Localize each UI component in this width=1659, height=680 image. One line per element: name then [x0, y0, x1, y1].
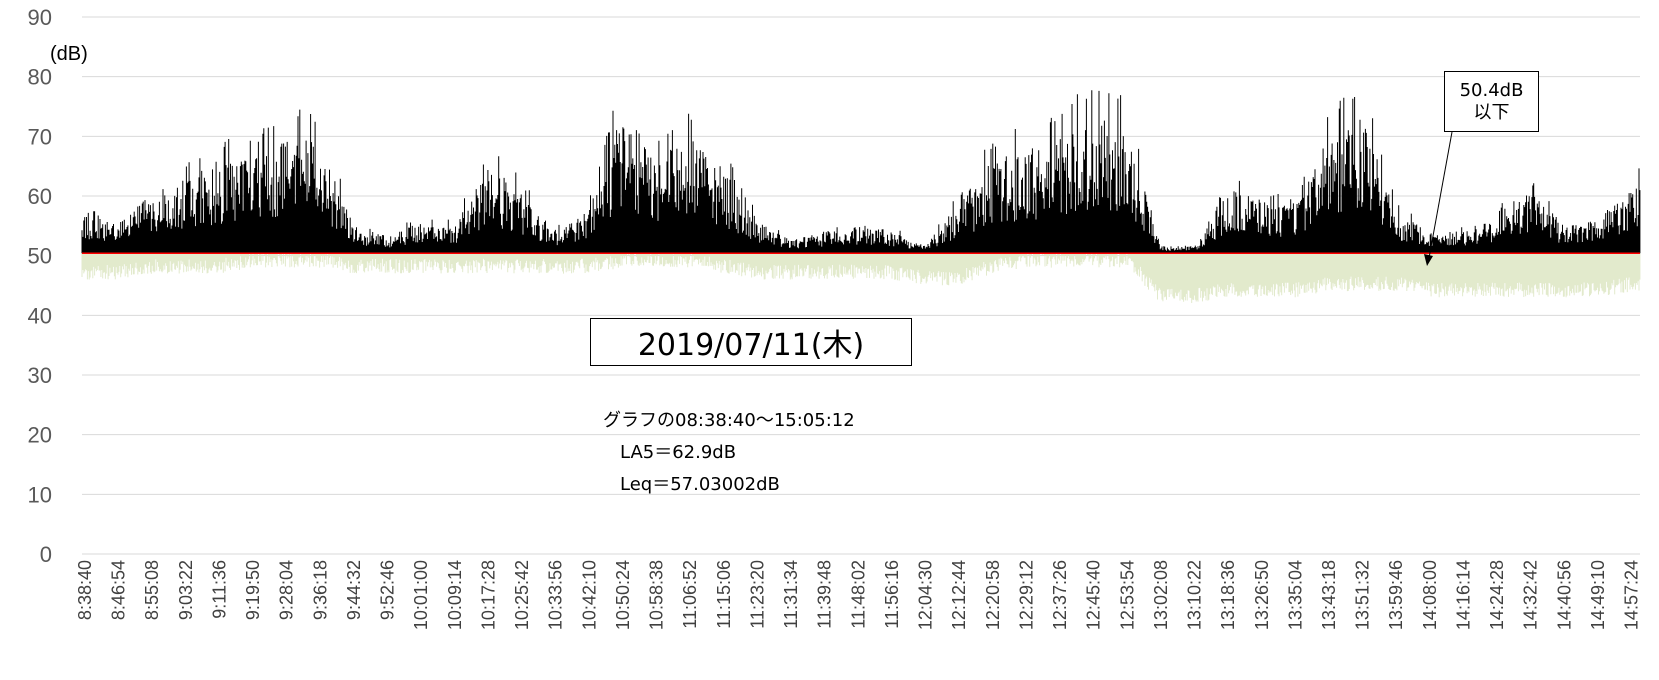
- x-tick-label-36: 13:35:04: [1285, 560, 1305, 630]
- x-tick-label-34: 13:18:36: [1218, 560, 1238, 630]
- above-threshold-series: [81, 90, 1641, 254]
- x-axis-tick-labels: 8:38:40 8:46:54 8:55:08 9:03:22 9:11:36 9:19:…: [75, 560, 1642, 630]
- x-tick-label-37: 13:43:18: [1319, 560, 1339, 630]
- x-tick-label-39: 13:59:46: [1386, 560, 1406, 630]
- x-tick-label-11: 10:09:14: [445, 560, 465, 630]
- x-tick-label-23: 11:48:02: [848, 560, 868, 629]
- x-tick-label-35: 13:26:50: [1252, 560, 1272, 630]
- stats-leq: Leq＝57.03002dB: [620, 474, 780, 495]
- x-tick-label-6: 9:28:04: [277, 560, 297, 620]
- x-tick-label-42: 14:24:28: [1487, 560, 1507, 630]
- x-tick-label-16: 10:50:24: [613, 560, 633, 630]
- x-tick-label-20: 11:23:20: [747, 560, 767, 629]
- x-tick-label-14: 10:33:56: [546, 560, 566, 630]
- y-tick-label-50: 50: [28, 244, 52, 269]
- stats-range: グラフの08:38:40～15:05:12: [603, 410, 855, 431]
- x-tick-label-18: 11:06:52: [680, 560, 700, 629]
- x-tick-label-7: 9:36:18: [310, 560, 330, 620]
- y-tick-label-80: 80: [28, 65, 52, 90]
- y-tick-label-10: 10: [28, 482, 52, 507]
- x-tick-label-41: 14:16:14: [1453, 560, 1473, 630]
- x-tick-label-43: 14:32:42: [1521, 560, 1541, 630]
- x-tick-label-0: 8:38:40: [75, 560, 95, 620]
- arrow-shaft: [1428, 131, 1453, 259]
- x-tick-label-5: 9:19:50: [243, 560, 263, 620]
- x-tick-label-40: 14:08:00: [1420, 560, 1440, 630]
- y-tick-label-40: 40: [28, 303, 52, 328]
- y-axis-unit-label: (dB): [50, 43, 88, 65]
- x-tick-label-33: 13:10:22: [1185, 560, 1205, 630]
- x-tick-label-8: 9:44:32: [344, 560, 364, 620]
- x-tick-label-15: 10:42:10: [579, 560, 599, 630]
- arrow-head: [1424, 254, 1433, 266]
- threshold-callout-value: 50.4dB: [1459, 79, 1524, 101]
- stats-annotation: グラフの08:38:40～15:05:12 LA5＝62.9dB Leq＝57.…: [603, 405, 855, 501]
- x-tick-label-30: 12:45:40: [1084, 560, 1104, 630]
- y-tick-label-90: 90: [28, 5, 52, 30]
- x-tick-label-29: 12:37:26: [1050, 560, 1070, 630]
- x-tick-label-32: 13:02:08: [1151, 560, 1171, 630]
- x-tick-label-44: 14:40:56: [1554, 560, 1574, 630]
- x-tick-label-25: 12:04:30: [916, 560, 936, 630]
- y-tick-label-60: 60: [28, 184, 52, 209]
- below-threshold-trace: [81, 252, 1641, 303]
- threshold-callout-text: 以下: [1473, 101, 1510, 123]
- x-tick-label-46: 14:57:24: [1622, 560, 1642, 630]
- x-tick-label-31: 12:53:54: [1117, 560, 1137, 630]
- x-tick-label-24: 11:56:16: [882, 560, 902, 629]
- x-tick-label-13: 10:25:42: [512, 560, 532, 630]
- x-tick-label-17: 10:58:38: [647, 560, 667, 630]
- x-tick-label-12: 10:17:28: [478, 560, 498, 630]
- x-tick-label-22: 11:39:48: [815, 560, 835, 629]
- x-tick-label-21: 11:31:34: [781, 560, 801, 629]
- x-tick-label-19: 11:15:06: [714, 560, 734, 629]
- y-tick-label-20: 20: [28, 423, 52, 448]
- x-tick-label-10: 10:01:00: [411, 560, 431, 630]
- y-tick-label-70: 70: [28, 124, 52, 149]
- threshold-callout: 50.4dB 以下: [1444, 71, 1539, 132]
- above-threshold-trace: [81, 90, 1641, 254]
- x-tick-label-3: 9:03:22: [176, 560, 196, 620]
- x-tick-label-4: 9:11:36: [209, 560, 229, 619]
- x-tick-label-2: 8:55:08: [142, 560, 162, 620]
- x-tick-label-27: 12:20:58: [983, 560, 1003, 630]
- x-tick-label-9: 9:52:46: [378, 560, 398, 620]
- threshold-annotation-arrow: [1424, 131, 1453, 266]
- x-tick-label-28: 12:29:12: [1016, 560, 1036, 630]
- y-tick-label-30: 30: [28, 363, 52, 388]
- below-threshold-series: [81, 252, 1641, 303]
- date-label: 2019/07/11(木): [590, 318, 912, 366]
- x-tick-label-45: 14:49:10: [1588, 560, 1608, 630]
- y-tick-label-0: 0: [40, 542, 52, 567]
- x-tick-label-38: 13:51:32: [1353, 560, 1373, 630]
- y-axis-tick-labels: 0 10 20 30 40 50 60 70 80 90: [28, 5, 52, 567]
- stats-la5: LA5＝62.9dB: [620, 442, 737, 463]
- x-tick-label-1: 8:46:54: [109, 560, 129, 620]
- x-tick-label-26: 12:12:44: [949, 560, 969, 630]
